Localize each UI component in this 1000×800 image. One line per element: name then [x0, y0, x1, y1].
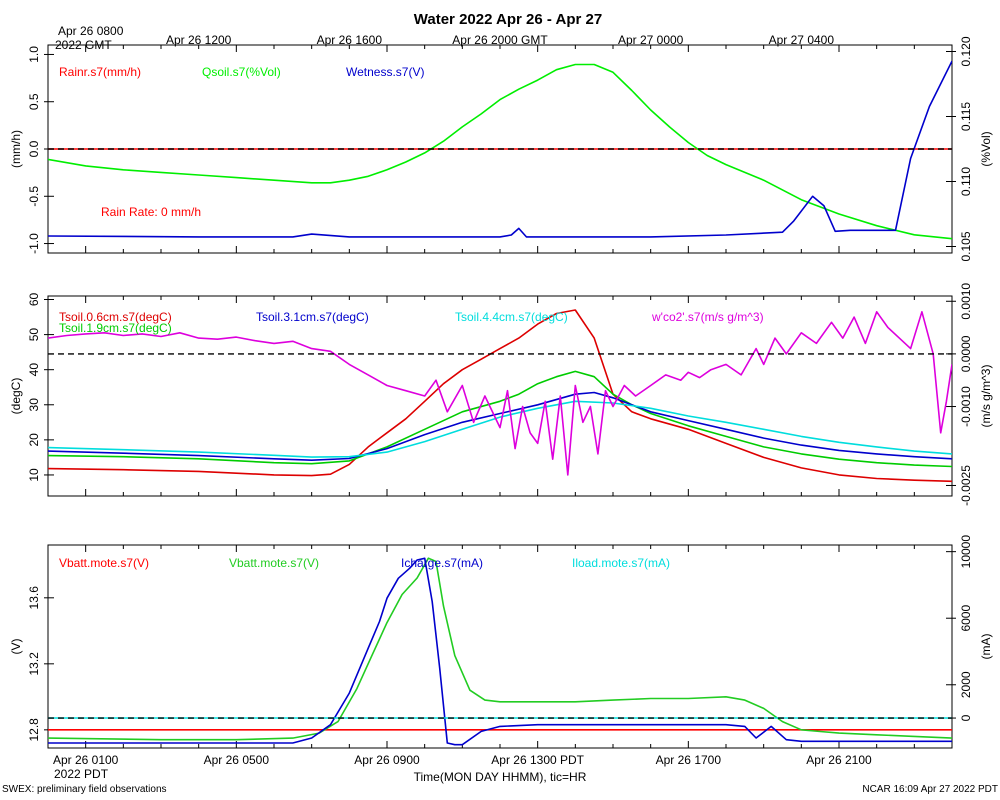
- y-tick-label-left: 1.0: [27, 46, 41, 63]
- y-tick-label-right: 10000: [959, 535, 973, 569]
- bottom-axis-tick-label-2: Apr 26 0500: [204, 753, 270, 767]
- y-axis-title-left: (V): [9, 639, 23, 655]
- y-tick-label-left: -1.0: [27, 233, 41, 254]
- legend-entry-2: Qsoil.s7(%Vol): [202, 65, 281, 79]
- y-tick-label-left: -0.5: [27, 186, 41, 207]
- y-tick-label-right: 0: [959, 714, 973, 721]
- annotation-label: Rain Rate: 0 mm/h: [101, 205, 201, 219]
- y-tick-label-left: 13.2: [27, 652, 41, 676]
- series-line-4: [48, 400, 952, 458]
- series-line-3: [48, 60, 952, 238]
- chart-title: Water 2022 Apr 26 - Apr 27: [414, 11, 602, 28]
- plot-frame: [47, 295, 953, 497]
- series-line-2: [48, 370, 952, 468]
- top-axis-tick-label-4: Apr 27 0000: [618, 33, 684, 47]
- y-tick-label-left: 20: [27, 433, 41, 447]
- series-line-5: [48, 310, 952, 476]
- y-tick-label-right: 0.120: [959, 36, 973, 66]
- bottom-axis-tick-label-6: Apr 26 2100: [806, 753, 872, 767]
- series-line-2: [48, 557, 952, 741]
- legend-entry-2: Vbatt.mote.s7(V): [229, 556, 319, 570]
- bottom-axis-tick-label-1: Apr 26 0100: [53, 753, 119, 767]
- footer-right: NCAR 16:09 Apr 27 2022 PDT: [862, 784, 998, 795]
- y-tick-label-right: 2000: [959, 671, 973, 698]
- bottom-axis-tick-label-4: Apr 26 1300 PDT: [491, 753, 584, 767]
- y-tick-label-left: 10: [27, 468, 41, 482]
- panel-2: 10 20 30 40 50 60 -0.0025 -0.0010 0.0000 0.0010 (d…: [9, 283, 993, 506]
- legend-entry-1: Vbatt.mote.s7(V): [59, 556, 149, 570]
- y-tick-label-right: 0.0000: [959, 335, 973, 372]
- y-tick-label-left: 30: [27, 398, 41, 412]
- top-axis-start-label: Apr 26 0800: [58, 24, 124, 38]
- y-tick-label-left: 40: [27, 363, 41, 377]
- top-axis-tick-label-1: Apr 26 1200: [166, 33, 232, 47]
- legend-entry-2: Tsoil.1.9cm.s7(degC): [59, 321, 172, 335]
- top-axis-tick-label-5: Apr 27 0400: [769, 33, 835, 47]
- y-tick-label-left: 13.6: [27, 586, 41, 610]
- y-axis-title-left: (mm/h): [9, 130, 23, 168]
- y-tick-label-right: 0.110: [959, 167, 973, 196]
- series-line-1: [48, 309, 952, 483]
- bottom-axis-tick-label-3: Apr 26 0900: [354, 753, 420, 767]
- bottom-axis-title: Time(MON DAY HHMM), tic=HR: [414, 770, 587, 784]
- y-axis-title-right: (mA): [979, 634, 993, 660]
- panel-3: 12.8 13.2 13.6 0 2000 6000 10000 (V) (mA) Vbatt.m…: [9, 535, 993, 749]
- legend-entry-4: Tsoil.4.4cm.s7(degC): [455, 310, 568, 324]
- y-tick-label-left: 60: [27, 293, 41, 307]
- series-group: [48, 557, 952, 746]
- panel-1: -1.0 -0.5 0.0 0.5 1.0 0.105 0.110 0.115 0.120 (mm…: [9, 36, 993, 261]
- top-axis-tick-label-2: Apr 26 1600: [317, 33, 383, 47]
- y-axis-title-left: (degC): [9, 378, 23, 415]
- y-tick-label-left: 50: [27, 328, 41, 342]
- legend-entry-5: w'co2'.s7(m/s g/m^3): [651, 310, 764, 324]
- legend-entry-3: Wetness.s7(V): [346, 65, 424, 79]
- footer-left: SWEX: preliminary field observations: [2, 784, 167, 795]
- bottom-axis-year-label: 2022 PDT: [54, 767, 109, 781]
- y-tick-label-left: 0.5: [27, 93, 41, 110]
- legend-entry-1: Rainr.s7(mm/h): [59, 65, 141, 79]
- bottom-axis-tick-label-5: Apr 26 1700: [656, 753, 722, 767]
- legend-entry-3: Tsoil.3.1cm.s7(degC): [256, 310, 369, 324]
- y-tick-label-right: 0.115: [959, 102, 973, 131]
- y-tick-label-right: 0.0010: [959, 283, 973, 320]
- y-tick-label-right: -0.0025: [959, 465, 973, 506]
- y-tick-label-right: 0.105: [959, 231, 973, 261]
- y-axis-title-right: (m/s g/m^3): [979, 365, 993, 428]
- y-tick-label-left: 12.8: [27, 718, 41, 742]
- y-axis-title-right: (%Vol): [979, 131, 993, 166]
- y-tick-label-right: -0.0010: [959, 386, 973, 427]
- y-tick-label-right: 6000: [959, 605, 973, 632]
- y-tick-label-left: 0.0: [27, 140, 41, 157]
- legend-entry-3: Icharge.s7(mA): [401, 556, 483, 570]
- series-line-2: [48, 63, 952, 240]
- series-group: [48, 309, 952, 483]
- series-line-3: [48, 557, 952, 746]
- legend-entry-4: Iload.mote.s7(mA): [572, 556, 670, 570]
- legend-entry-1: Tsoil.0.6cm.s7(degC): [59, 310, 172, 324]
- top-axis-tick-label-3: Apr 26 2000 GMT: [452, 33, 548, 47]
